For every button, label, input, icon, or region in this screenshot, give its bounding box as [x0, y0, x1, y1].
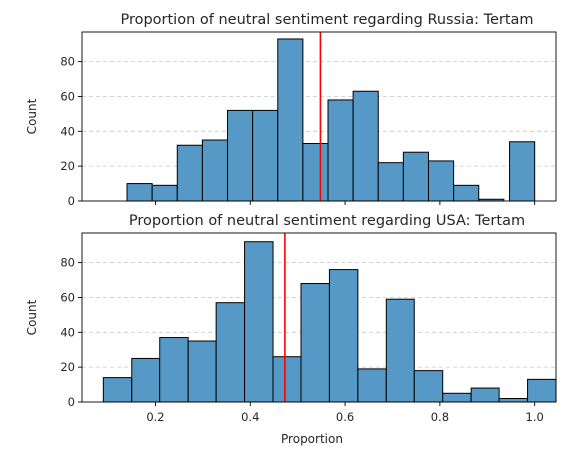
y-tick-label: 20 [60, 360, 75, 374]
histogram-bar [453, 184, 480, 202]
histogram-bar [470, 387, 500, 403]
histogram-bar [244, 241, 274, 403]
histogram-bar [102, 377, 133, 403]
y-tick-label: 20 [60, 159, 75, 173]
histogram-bar [357, 368, 387, 403]
y-tick-label: 40 [60, 325, 75, 339]
histogram-bar [527, 378, 557, 403]
x-axis-label: Proportion [281, 432, 343, 446]
x-tick-label: 0.8 [431, 410, 449, 424]
histogram-bar [176, 144, 203, 202]
histogram-bar [442, 392, 472, 403]
histogram-bar [201, 139, 229, 202]
histogram-bar [151, 184, 178, 202]
histogram-bar [300, 283, 330, 403]
chart-title: Proportion of neutral sentiment regardin… [129, 213, 525, 229]
histogram-bar [377, 162, 404, 202]
y-tick-label: 60 [60, 89, 75, 103]
y-axis-label: Count [25, 98, 39, 134]
histogram-bar [328, 269, 359, 403]
y-tick-label: 0 [68, 395, 75, 409]
x-tick-label: 0.2 [146, 410, 164, 424]
histogram-bar [385, 298, 415, 403]
histogram-bar [427, 160, 455, 202]
histogram-bar [413, 370, 444, 403]
histogram-bar [352, 90, 379, 202]
y-axis-label: Count [25, 299, 39, 335]
russia-panel: 0 20 40 60 80 Proportion of neutral sentiment… [25, 12, 557, 208]
histogram-bar [126, 183, 153, 202]
histogram-bar [131, 357, 161, 403]
histogram-bar [227, 109, 254, 202]
histogram-bar [159, 337, 189, 403]
y-tick-label: 0 [68, 194, 75, 208]
histogram-bar [277, 38, 304, 202]
histogram-bar [187, 340, 217, 403]
histogram-bar [402, 151, 429, 202]
histogram-bar [302, 143, 329, 202]
y-tick-label: 40 [60, 124, 75, 138]
chart-title: Proportion of neutral sentiment regardin… [120, 12, 533, 28]
x-tick-label: 0.4 [241, 410, 259, 424]
usa-panel: 0 20 40 60 80 0.2 0.4 0.6 0.8 1.0 Proportion of ne… [25, 213, 557, 446]
histogram-bar [272, 356, 302, 403]
plot-frame [81, 31, 557, 202]
histogram-bar [327, 99, 354, 202]
y-tick-label: 60 [60, 290, 75, 304]
x-tick-label: 1.0 [526, 410, 544, 424]
histogram-bar [252, 109, 279, 202]
histogram-bar [498, 398, 529, 403]
histogram-bar [509, 141, 536, 202]
y-tick-label: 80 [60, 55, 75, 69]
histogram-bar [215, 302, 246, 403]
plot-frame [81, 232, 557, 403]
y-tick-label: 80 [60, 256, 75, 270]
x-tick-label: 0.6 [336, 410, 354, 424]
